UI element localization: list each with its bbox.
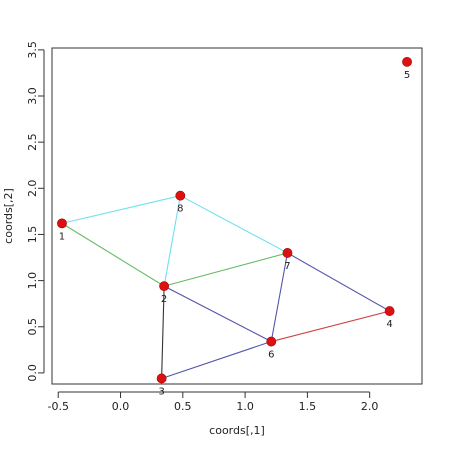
edge-2-3 (161, 286, 165, 379)
y-tick-label: 0.0 (26, 364, 39, 382)
y-tick-label: 3.5 (26, 41, 39, 59)
node-point-4 (384, 306, 395, 316)
nodes-layer: 1 2 3 4 5 6 7 8 (57, 56, 412, 397)
node-label-8: 8 (177, 204, 183, 215)
y-axis-title: coords[,2] (2, 188, 15, 244)
edges-layer (61, 195, 390, 379)
node-point-6 (266, 336, 277, 347)
node-label-4: 4 (386, 319, 392, 330)
y-tick-label: 2.5 (26, 133, 39, 151)
y-tick-label: 2.0 (26, 180, 39, 198)
y-tick-label: 1.0 (26, 272, 39, 290)
edge-8-2 (163, 195, 181, 287)
y-tick-label: 0.5 (26, 318, 39, 336)
edge-1-2 (61, 222, 165, 287)
node-point-5 (402, 56, 412, 67)
edge-6-4 (271, 310, 390, 343)
x-axis-title: coords[,1] (209, 424, 265, 437)
x-tick-label: 1.0 (236, 400, 254, 413)
x-tick-label: 0.0 (112, 400, 130, 413)
edge-7-6 (270, 252, 288, 342)
node-label-5: 5 (404, 70, 410, 81)
node-label-6: 6 (268, 350, 274, 361)
edge-2-7 (163, 252, 288, 287)
edge-7-4 (287, 252, 390, 312)
edge-8-7 (180, 195, 288, 254)
edge-3-6 (161, 341, 272, 379)
node-label-2: 2 (161, 294, 167, 305)
plot-box (51, 47, 423, 385)
x-tick-label: -0.5 (47, 400, 68, 413)
edge-2-6 (163, 285, 272, 343)
node-label-1: 1 (59, 231, 65, 242)
node-point-2 (159, 281, 170, 292)
y-tick-label: 1.5 (26, 226, 39, 244)
x-tick-label: 2.0 (361, 400, 379, 413)
x-tick-label: 1.5 (299, 400, 317, 413)
node-label-3: 3 (158, 386, 164, 397)
node-point-1 (57, 218, 67, 229)
node-point-7 (282, 248, 293, 258)
node-point-8 (175, 190, 186, 201)
node-point-3 (156, 373, 167, 384)
x-axis: -0.5 0.0 0.5 1.0 1.5 2.0 (47, 391, 379, 413)
y-axis: 0.0 0.5 1.0 1.5 2.0 2.5 3.0 3.5 (26, 41, 45, 382)
edge-1-8 (61, 195, 181, 224)
node-label-7: 7 (284, 261, 290, 272)
y-tick-label: 3.0 (26, 87, 39, 105)
x-tick-label: 0.5 (174, 400, 192, 413)
